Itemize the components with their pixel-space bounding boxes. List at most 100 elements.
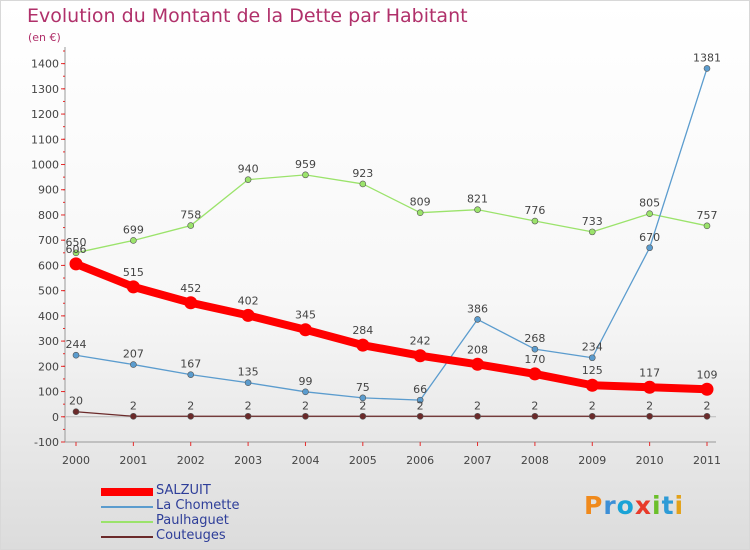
y-tick-label: 1100 [31,133,59,146]
legend-label: SALZUIT [156,483,211,498]
data-point [413,349,427,363]
data-label: 757 [697,209,718,222]
data-point [184,296,198,310]
data-label: 2 [646,399,653,412]
data-point [72,408,80,416]
series-line-paulhaguet [75,174,708,254]
data-label: 2 [531,399,538,412]
data-point [474,206,481,213]
data-label: 345 [295,309,316,322]
data-label: 99 [298,375,312,388]
data-point [588,412,596,420]
series-line-la-chomette [75,67,708,401]
data-point [531,345,539,353]
data-point [416,396,424,404]
data-point [302,171,309,179]
series-line-couteuges [75,411,708,417]
data-label: 109 [697,368,718,381]
data-label: 167 [180,358,201,371]
data-label: 208 [467,343,488,356]
x-tick-label: 2004 [291,454,319,467]
data-label: 699 [123,223,144,236]
data-label: 234 [582,341,603,354]
data-label: 2 [187,399,194,412]
data-point [187,371,195,378]
data-point [72,249,80,257]
x-tick-label: 2003 [234,454,262,467]
data-point [187,412,195,420]
data-label: 1381 [693,51,721,64]
data-label: 809 [410,196,431,209]
y-tick-label: -100 [34,436,59,449]
data-point [69,257,83,271]
data-label: 170 [524,353,545,366]
data-label: 207 [123,348,144,361]
data-point [471,357,485,371]
proxiti-logo: Proxiti [584,491,684,520]
data-label: 135 [238,366,259,379]
y-tick-label: 300 [38,335,59,348]
chart-title: Evolution du Montant de la Dette par Hab… [27,5,468,27]
data-point [302,388,309,396]
legend-label: Couteuges [156,528,226,543]
data-point [588,228,596,236]
data-label: 758 [180,209,201,222]
y-tick-label: 700 [38,234,59,247]
data-point [643,380,657,394]
data-point [302,412,309,420]
data-label: 2 [302,399,309,412]
y-tick-label: 1000 [31,159,59,172]
y-tick-label: 100 [38,386,59,399]
data-point [187,222,195,229]
data-point [241,308,255,322]
data-label: 670 [639,231,660,244]
x-tick-label: 2006 [406,454,434,467]
data-labels-layer: 20 2 2 2 2 2 2 2 2 2 2 2 650 699 758 940 959 923 809 821 776… [66,51,722,412]
data-label: 117 [639,366,660,379]
y-tick-label: 400 [38,310,59,323]
data-label: 242 [410,335,431,348]
y-tick-label: 500 [38,285,59,298]
y-tick-label: 1300 [31,83,59,96]
data-point [588,354,596,362]
data-label: 2 [589,399,596,412]
legend-label: Paulhaguet [156,513,229,528]
legend-swatch [101,506,153,508]
data-label: 2 [359,399,366,412]
data-point [646,210,653,218]
data-label: 515 [123,266,144,279]
data-point [703,412,711,420]
x-tick-label: 2008 [521,454,549,467]
x-tick-label: 2001 [119,454,147,467]
data-label: 959 [295,158,316,171]
data-label: 386 [467,302,488,315]
logo-letter: o [616,491,635,520]
y-tick-label: 900 [38,184,59,197]
data-label: 125 [582,364,603,377]
logo-letter: x [634,491,652,520]
data-label: 66 [413,383,427,396]
data-point [72,351,80,359]
data-label: 733 [582,215,603,228]
y-tick-label: 200 [38,360,59,373]
x-tick-label: 2007 [464,454,492,467]
data-point [531,412,539,420]
data-point [244,176,252,183]
data-point [700,382,714,396]
data-label: 821 [467,193,488,206]
logo-letter: i [652,491,662,520]
data-point [703,222,711,230]
data-label: 940 [238,163,259,176]
data-label: 2 [245,399,252,412]
data-point [359,180,367,188]
data-label: 2 [130,399,137,412]
data-label: 923 [352,167,373,180]
data-label: 2 [417,399,424,412]
data-label: 20 [69,395,83,408]
y-tick-label: 0 [52,411,59,424]
x-tick-label: 2002 [177,454,205,467]
data-label: 776 [524,204,545,217]
data-point [416,209,424,216]
data-point [703,65,711,72]
